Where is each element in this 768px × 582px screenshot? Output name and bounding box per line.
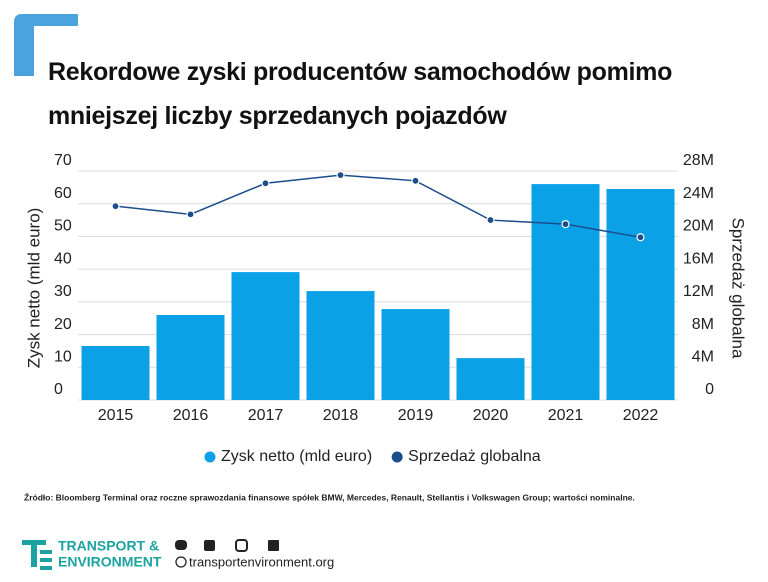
- y2-tick-label: 20M: [683, 218, 714, 235]
- globe-icon: [175, 556, 187, 568]
- line-marker: [561, 220, 570, 229]
- line-marker: [336, 170, 345, 180]
- bar: [81, 346, 150, 400]
- social-icons: [175, 539, 279, 552]
- line-marker: [111, 202, 120, 211]
- x-tick-label: 2021: [548, 407, 584, 424]
- y2-tick-label: 4M: [692, 349, 714, 366]
- bar: [306, 291, 375, 400]
- icon[interactable]: [235, 539, 248, 552]
- y-tick-label: 70: [54, 152, 72, 169]
- y-tick-label: 0: [54, 381, 63, 398]
- y2-tick-label: 16M: [683, 250, 714, 267]
- logo-mark: [40, 558, 52, 562]
- line-marker: [261, 179, 270, 188]
- logo: [22, 540, 52, 570]
- y2-axis-label: Sprzedaż globalna: [729, 218, 748, 359]
- x-tick-label: 2020: [473, 407, 509, 424]
- legend-marker: [204, 451, 216, 463]
- y2-tick-label: 28M: [683, 152, 714, 169]
- source-note: Źródło: Bloomberg Terminal oraz roczne s…: [24, 492, 635, 502]
- brand: ENVIRONMENT: [58, 554, 162, 570]
- y-tick-label: 60: [54, 185, 72, 202]
- bar: [156, 314, 225, 400]
- x-tick-label: 2022: [623, 407, 659, 424]
- x-tick-label: 2019: [398, 407, 434, 424]
- x-tick-label: 2018: [323, 407, 359, 424]
- line-marker: [186, 210, 195, 219]
- legend-label: Zysk netto (mld euro): [221, 448, 372, 465]
- y-tick-label: 30: [54, 283, 72, 300]
- brand: TRANSPORT &: [58, 538, 159, 554]
- line-marker: [411, 176, 420, 185]
- bar: [456, 358, 525, 400]
- bar: [531, 184, 600, 400]
- y2-tick-label: 12M: [683, 283, 714, 300]
- y-tick-label: 10: [54, 349, 72, 366]
- corner-decoration: [14, 14, 78, 76]
- logo-mark: [40, 566, 52, 570]
- chart-title: Rekordowe zyski producentów samochodów p…: [48, 58, 673, 130]
- line-marker: [486, 215, 495, 225]
- y-axis-label: Zysk netto (mld euro): [24, 208, 43, 369]
- bar: [606, 188, 675, 400]
- logo-mark: [31, 545, 37, 567]
- line: [115, 174, 641, 238]
- y-tick-label: 20: [54, 316, 72, 333]
- icon[interactable]: [204, 540, 215, 551]
- y2-tick-label: 0: [705, 381, 714, 398]
- y2-tick-label: 8M: [692, 316, 714, 333]
- icon[interactable]: [175, 540, 187, 550]
- logo-mark: [40, 550, 52, 554]
- icon[interactable]: [268, 540, 279, 551]
- legend-marker: [391, 451, 403, 463]
- line-marker: [636, 233, 645, 242]
- y2-tick-label: 24M: [683, 185, 714, 202]
- x-tick-label: 2017: [248, 407, 284, 424]
- x-tick-label: 2016: [173, 407, 209, 424]
- x-tick-label: 2015: [98, 407, 134, 424]
- bar: [381, 309, 450, 400]
- url[interactable]: transportenvironment.org: [189, 554, 334, 569]
- y-tick-label: 40: [54, 250, 72, 267]
- y-tick-label: 50: [54, 218, 72, 235]
- logo-mark: [22, 540, 46, 545]
- bar: [231, 272, 300, 400]
- legend-label: Sprzedaż globalna: [408, 448, 541, 465]
